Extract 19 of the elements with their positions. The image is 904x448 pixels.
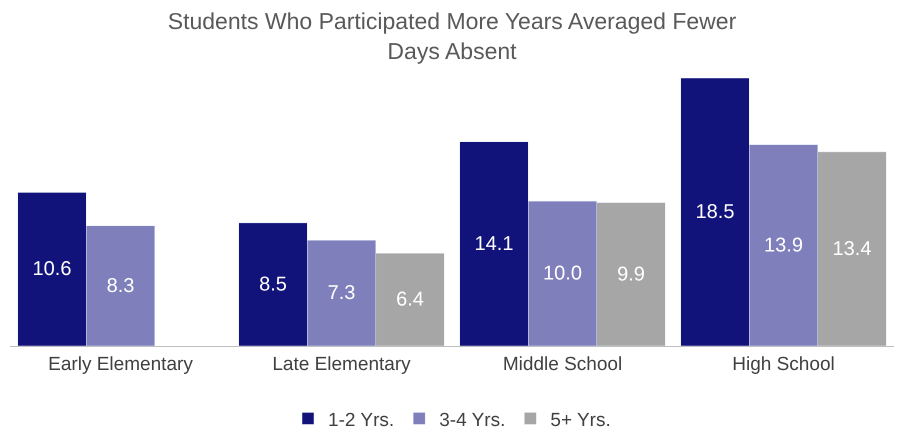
data-label: 10.6 bbox=[32, 258, 72, 280]
x-tick-label: Late Elementary bbox=[272, 354, 412, 375]
data-label: 6.4 bbox=[396, 288, 424, 311]
data-label: 10.0 bbox=[543, 262, 582, 285]
x-tick-label: Early Elementary bbox=[48, 354, 194, 375]
legend-label: 1-2 Yrs. bbox=[328, 410, 394, 431]
legend-label: 5+ Yrs. bbox=[550, 410, 611, 431]
data-label: 8.3 bbox=[106, 274, 134, 297]
chart-title: Students Who Participated More Years Averaged Fewer Days Absent bbox=[168, 8, 737, 64]
data-label: 9.9 bbox=[617, 263, 645, 286]
data-label: 7.3 bbox=[328, 282, 356, 304]
x-tick-label: Middle School bbox=[502, 354, 622, 375]
data-label: 13.4 bbox=[832, 238, 872, 260]
data-label: 8.5 bbox=[259, 273, 287, 296]
data-label: 14.1 bbox=[474, 232, 514, 255]
legend-label: 3-4 Yrs. bbox=[439, 410, 506, 431]
data-label: 18.5 bbox=[696, 201, 734, 223]
data-label: 13.9 bbox=[764, 234, 803, 256]
x-tick-label: High School bbox=[732, 354, 835, 375]
